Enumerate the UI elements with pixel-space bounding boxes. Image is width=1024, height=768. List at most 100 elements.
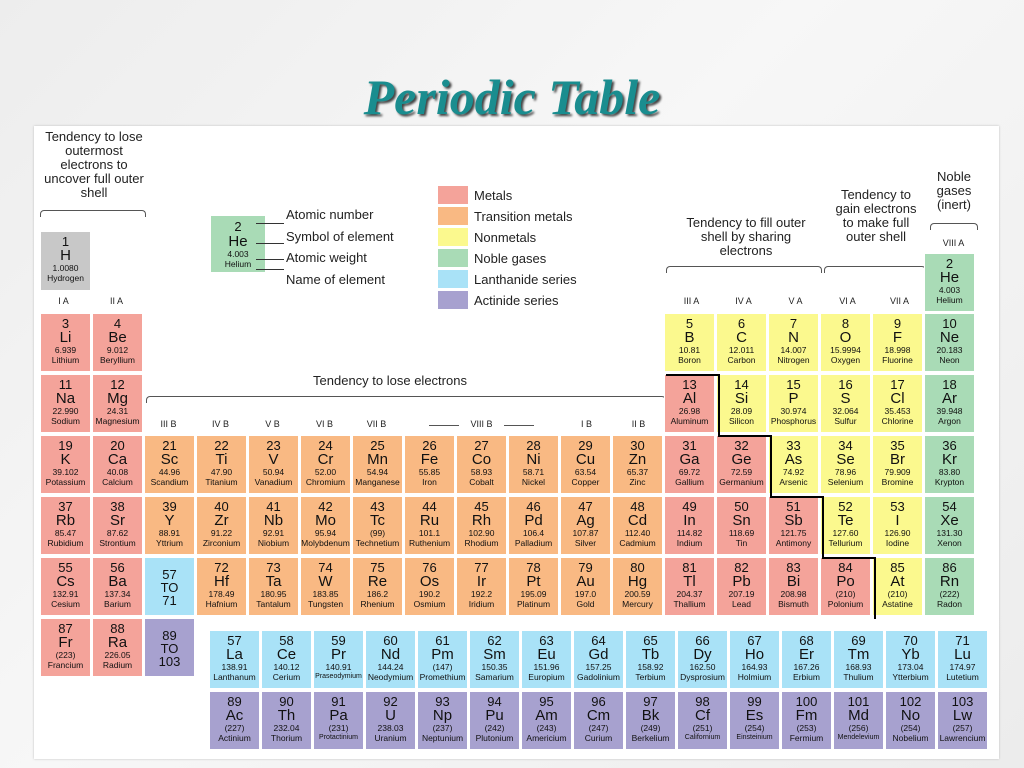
element-weight: 186.2 — [366, 589, 389, 599]
element-weight: (243) — [536, 723, 557, 733]
element-weight: (254) — [900, 723, 921, 733]
element-symbol: Xe — [940, 512, 959, 529]
element-cell: 46 Pd 106.4 Palladium — [508, 496, 559, 555]
element-cell: 7 N 14.007 Nitrogen — [768, 313, 819, 372]
element-cell: 23 V 50.94 Vanadium — [248, 435, 299, 494]
key-label-symbol: Symbol of element — [286, 229, 394, 244]
element-name: Thulium — [843, 672, 874, 682]
element-number: 60 — [383, 633, 398, 648]
element-number: 79 — [578, 560, 593, 575]
key-label-name: Name of element — [286, 272, 385, 287]
element-weight: 197.0 — [574, 589, 597, 599]
element-symbol: Cr — [317, 451, 334, 468]
element-cell: 3 Li 6.939 Lithium — [40, 313, 91, 372]
element-number: 34 — [838, 438, 853, 453]
element-cell: 80 Hg 200.59 Mercury — [612, 557, 663, 616]
element-number: 39 — [162, 499, 177, 514]
element-symbol: Cl — [890, 390, 905, 407]
element-number: 90 — [279, 694, 294, 709]
element-cell: 72 Hf 178.49 Hafnium — [196, 557, 247, 616]
element-name: Platinum — [516, 599, 551, 609]
element-weight: 39.102 — [52, 467, 79, 477]
element-cell: 34 Se 78.96 Selenium — [820, 435, 871, 494]
element-symbol: Ho — [744, 646, 765, 663]
element-symbol: Mg — [107, 390, 128, 407]
element-cell: 26 Fe 55.85 Iron — [404, 435, 455, 494]
element-symbol: Kr — [942, 451, 957, 468]
element-weight: 30.974 — [780, 406, 807, 416]
note-noble-inert: Noble gases (inert) — [936, 169, 972, 212]
element-weight: 157.25 — [585, 662, 612, 672]
element-number: 69 — [851, 633, 866, 648]
element-weight: 22.990 — [52, 406, 79, 416]
group-label-5b: V B — [265, 419, 280, 429]
element-number: 21 — [162, 438, 177, 453]
element-symbol: Hf — [214, 573, 229, 590]
element-symbol: Ge — [731, 451, 752, 468]
element-symbol: Na — [55, 390, 76, 407]
element-number: 36 — [942, 438, 957, 453]
element-name: Magnesium — [95, 416, 140, 426]
element-name: Plutonium — [475, 733, 514, 743]
element-weight: (257) — [952, 723, 973, 733]
element-symbol: Hg — [627, 573, 648, 590]
element-name: Samarium — [475, 672, 514, 682]
element-name: Neodymium — [367, 672, 414, 682]
element-number: 12 — [110, 377, 125, 392]
element-number: 17 — [890, 377, 905, 392]
element-number: 65 — [643, 633, 658, 648]
element-weight: (231) — [328, 723, 349, 733]
element-number: 92 — [383, 694, 398, 709]
key-weight: 4.003 — [227, 249, 249, 259]
element-weight: 158.92 — [637, 662, 664, 672]
element-name: Tellurium — [828, 538, 863, 548]
element-symbol: Cs — [56, 573, 75, 590]
element-name: Cadmium — [619, 538, 656, 548]
element-symbol: Ag — [576, 512, 595, 529]
metal-boundary-line — [666, 374, 718, 376]
element-number: 76 — [422, 560, 437, 575]
note-lose-electrons: Tendency to lose electrons — [313, 373, 467, 388]
element-weight: 238.03 — [377, 723, 404, 733]
element-name: Fermium — [789, 733, 824, 743]
element-cell: 2 He 4.003 Helium — [924, 253, 975, 312]
element-number: 100 — [795, 694, 818, 709]
metal-boundary-line — [822, 557, 874, 559]
element-cell: 90 Th 232.04 Thorium — [261, 691, 312, 750]
element-weight: 78.96 — [834, 467, 857, 477]
element-number: 95 — [539, 694, 554, 709]
element-number: 28 — [526, 438, 541, 453]
element-name: Hafnium — [205, 599, 238, 609]
element-name: Phosphorus — [770, 416, 817, 426]
element-weight: 192.2 — [470, 589, 493, 599]
element-number: 71 — [955, 633, 970, 648]
element-number: 10 — [942, 316, 957, 331]
element-name: Cesium — [51, 599, 80, 609]
element-number: 4 — [113, 316, 122, 331]
element-name: Helium — [936, 295, 963, 305]
element-symbol: Th — [277, 707, 296, 724]
element-number: 97 — [643, 694, 658, 709]
element-weight: 121.75 — [780, 528, 807, 538]
element-cell: 10 Ne 20.183 Neon — [924, 313, 975, 372]
element-number: 96 — [591, 694, 606, 709]
element-cell: 65 Tb 158.92 Terbium — [625, 630, 676, 689]
element-weight: 208.98 — [780, 589, 807, 599]
element-weight: 207.19 — [728, 589, 755, 599]
metal-boundary-line — [770, 496, 822, 498]
element-cell: 42 Mo 95.94 Molybdenum — [300, 496, 351, 555]
element-cell: 103 Lw (257) Lawrencium — [937, 691, 988, 750]
element-weight: 232.04 — [273, 723, 300, 733]
element-cell: 44 Ru 101.1 Ruthenium — [404, 496, 455, 555]
element-weight: 92.91 — [262, 528, 285, 538]
element-cell: 86 Rn (222) Radon — [924, 557, 975, 616]
group-label-1b: I B — [580, 419, 592, 429]
element-number: 43 — [370, 499, 385, 514]
element-weight: (227) — [224, 723, 245, 733]
element-symbol: He — [939, 269, 960, 286]
element-cell: 39 Y 88.91 Yttrium — [144, 496, 195, 555]
element-name: Indium — [676, 538, 703, 548]
element-number: 18 — [942, 377, 957, 392]
element-symbol: Am — [535, 707, 558, 724]
element-cell: 53 I 126.90 Iodine — [872, 496, 923, 555]
